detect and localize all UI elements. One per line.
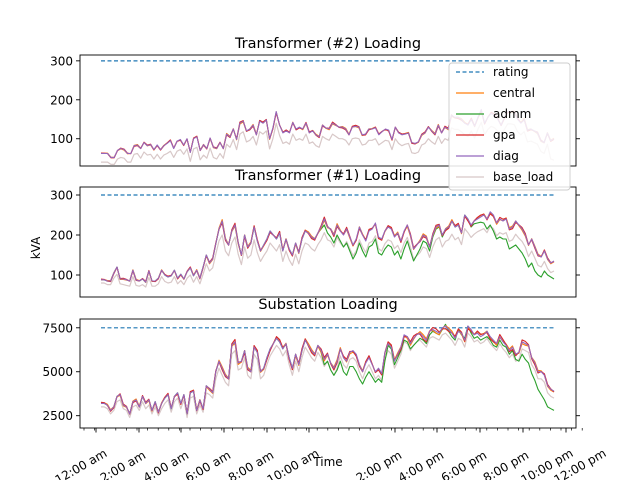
panel-background: [80, 319, 576, 428]
y-tick-label: 300: [50, 54, 73, 68]
legend-label-gpa: gpa: [493, 128, 516, 142]
y-tick-label: 5000: [42, 365, 73, 379]
legend-label-admm: admm: [493, 107, 531, 121]
base-load-line: [101, 225, 555, 288]
x-axis-label: Time: [312, 455, 342, 469]
y-tick-label: 100: [50, 269, 73, 283]
y-tick-label: 300: [50, 189, 73, 203]
legend-label-diag: diag: [493, 149, 519, 163]
y-tick-label: 100: [50, 132, 73, 146]
legend-label-central: central: [493, 86, 535, 100]
x-tick-label: 4:00 pm: [396, 448, 446, 480]
x-axis-ticks: 12:00 am2:00 am4:00 am6:00 am8:00 am10:0…: [53, 428, 608, 480]
legend-label-base-load: base_load: [493, 170, 553, 184]
diag-line: [101, 325, 555, 415]
y-tick-label: 200: [50, 229, 73, 243]
legend-label-rating: rating: [493, 65, 529, 79]
panel-2: Transformer (#1) Loading 100 200 300: [50, 168, 580, 298]
legend-box: [448, 62, 571, 191]
x-tick-label: 6:00 am: [183, 448, 233, 480]
gpa-line: [100, 326, 555, 415]
diag-line: [101, 211, 555, 283]
y-tick-label: 7500: [42, 321, 73, 335]
y-tick-label: 2500: [42, 409, 73, 423]
panel-3: Substation Loading 2500 5000 7500: [42, 297, 580, 429]
panel-title: Transformer (#1) Loading: [234, 168, 421, 184]
panel-title: Transformer (#2) Loading: [234, 36, 421, 52]
panel-title: Substation Loading: [258, 297, 397, 313]
y-axis-label: kVA: [29, 236, 43, 259]
y-tick-label: 200: [50, 93, 73, 107]
panel-frame: [79, 54, 577, 167]
legend: rating central admm gpa diag base_load: [448, 62, 571, 191]
panel-frame: [79, 186, 577, 298]
x-tick-label: 10:00 am: [265, 446, 322, 480]
